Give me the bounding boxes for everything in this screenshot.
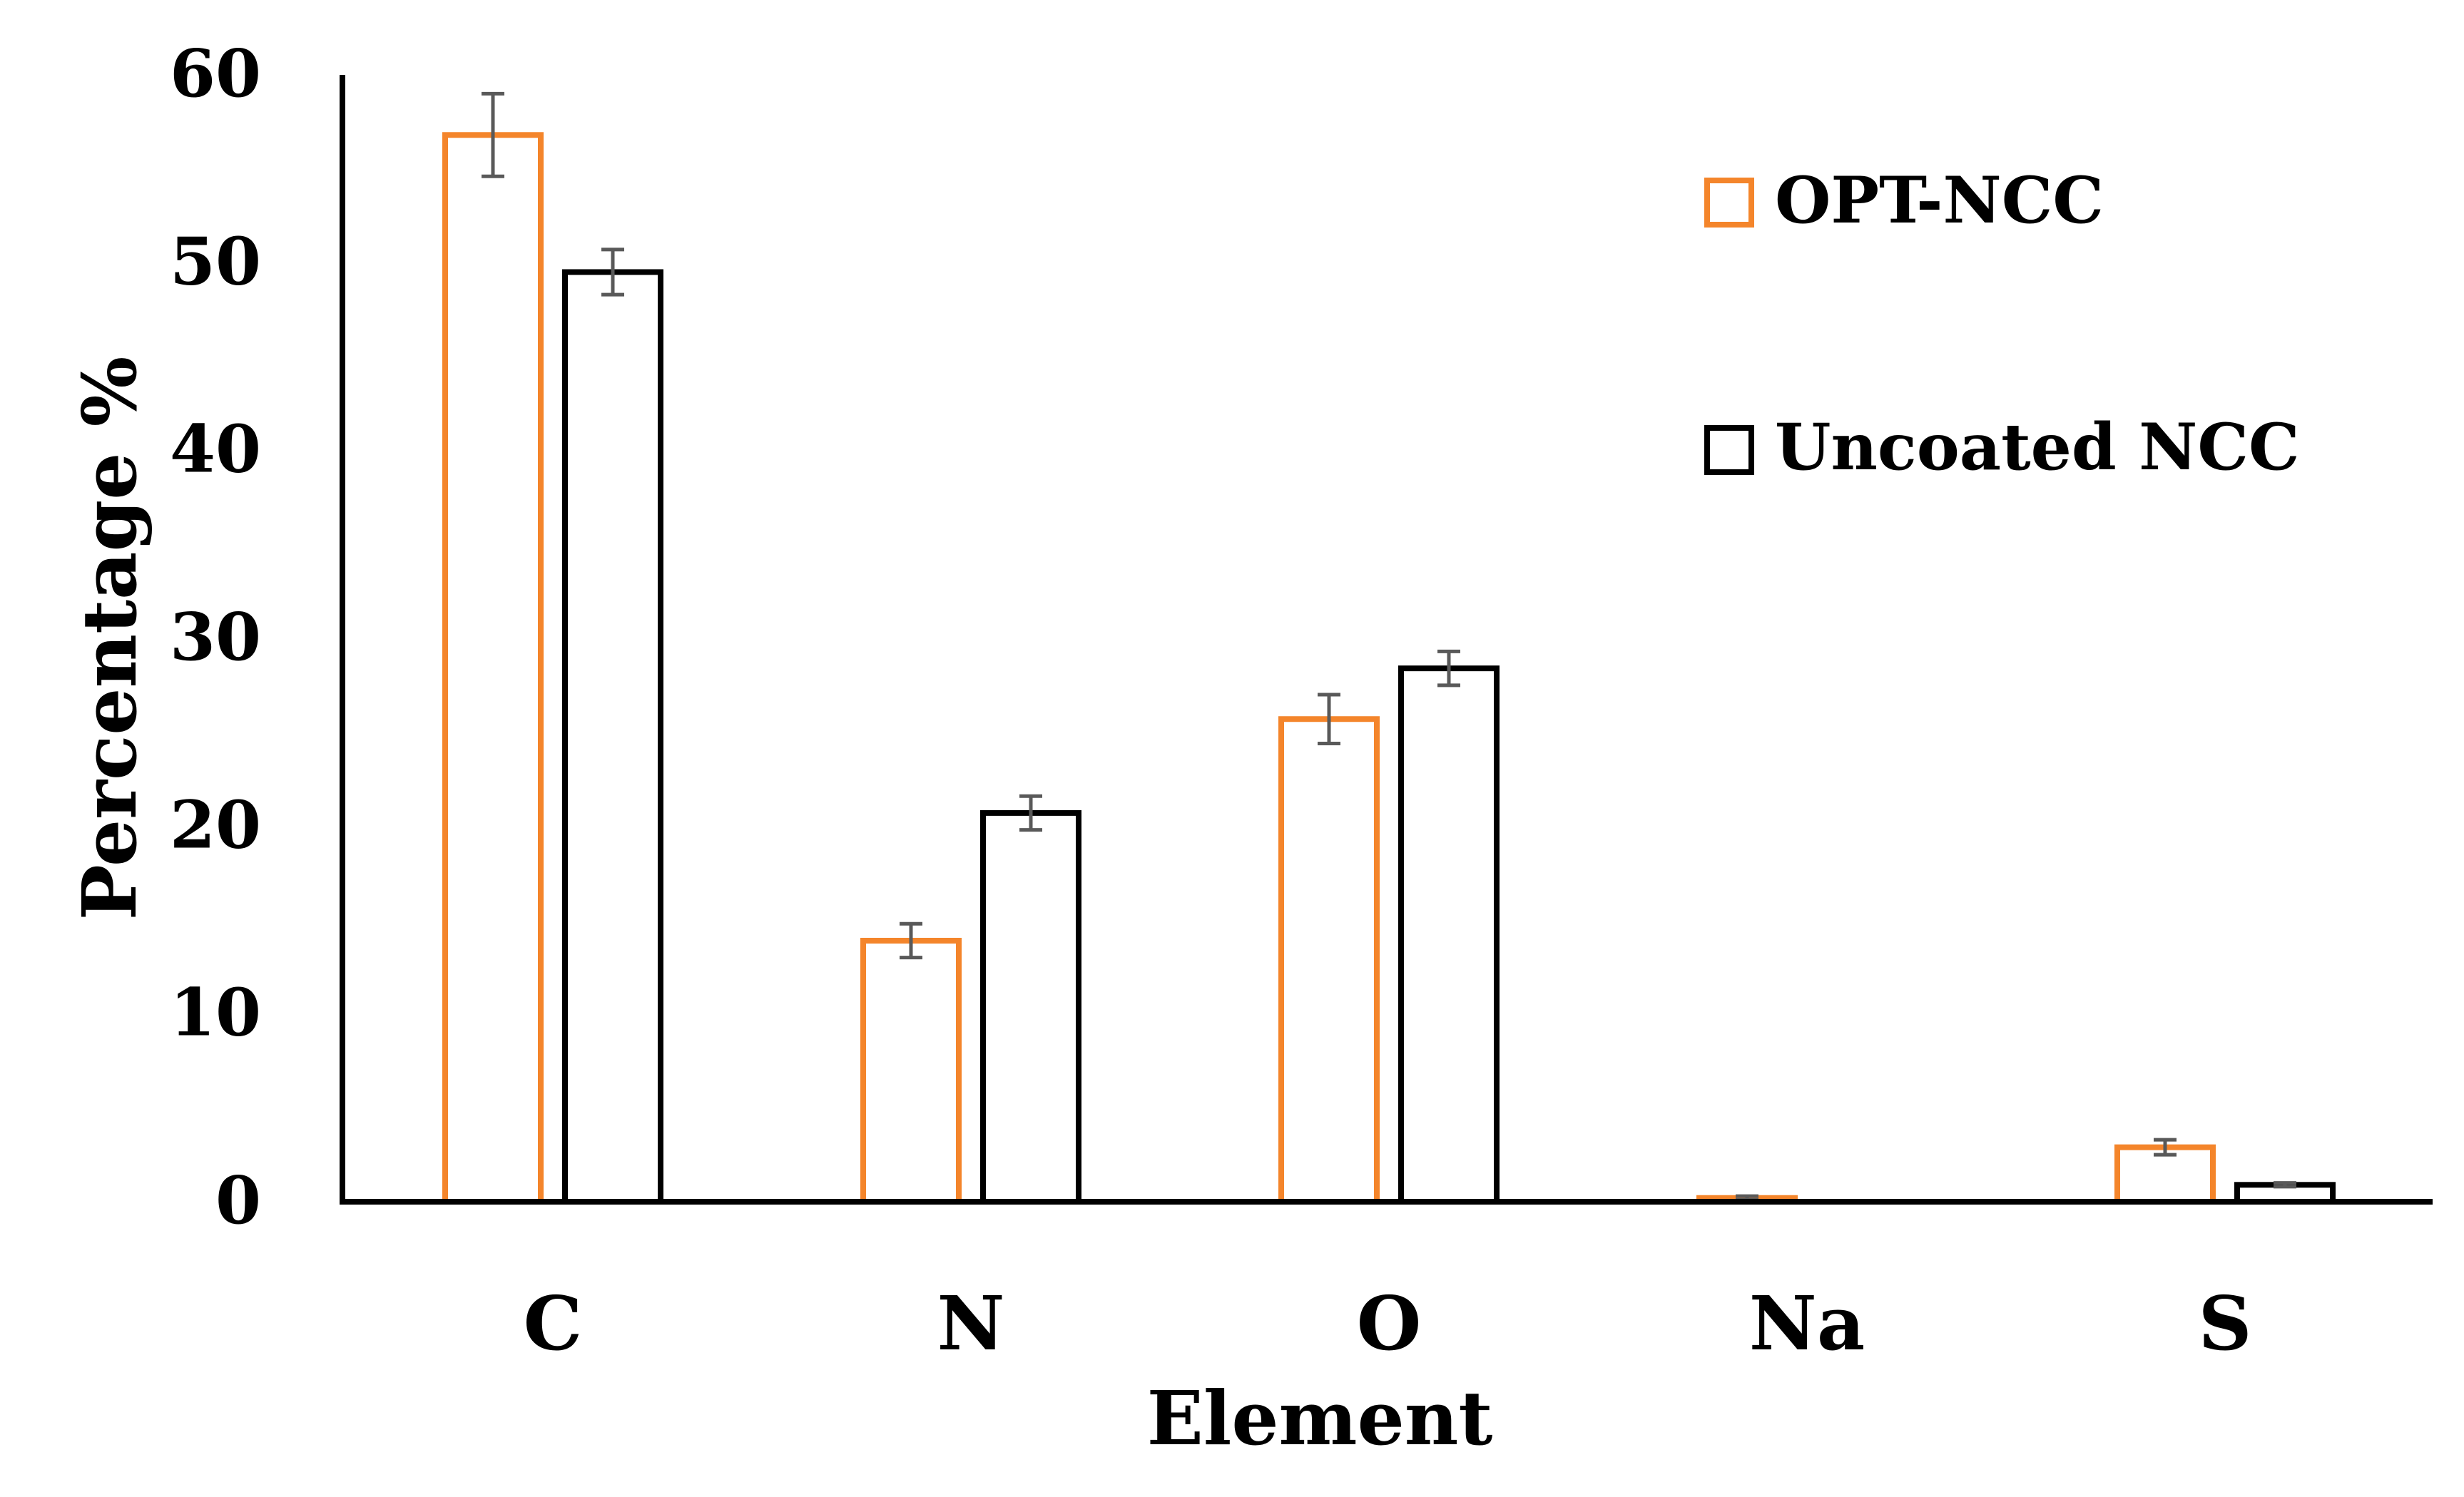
y-tick-label-10: 10 bbox=[170, 974, 261, 1051]
error-bar-uncoated-ncc-o bbox=[1437, 649, 1460, 688]
bar-uncoated-ncc-c bbox=[562, 269, 663, 1205]
x-axis-title: Element bbox=[1147, 1374, 1493, 1462]
legend-swatch-opt-ncc bbox=[1704, 178, 1754, 228]
error-bar-uncoated-ncc-s bbox=[2274, 1181, 2296, 1189]
error-bar-opt-ncc-n bbox=[900, 921, 922, 960]
bars-group bbox=[442, 132, 2336, 1205]
bar-uncoated-ncc-n bbox=[980, 809, 1081, 1205]
y-tick-label-50: 50 bbox=[170, 223, 261, 300]
legend-label-uncoated-ncc: Uncoated NCC bbox=[1775, 409, 2300, 485]
y-tick-labels: 0 10 20 30 40 50 60 bbox=[170, 35, 261, 1239]
legend: OPT-NCC Uncoated NCC bbox=[1704, 163, 2300, 485]
error-bar-opt-ncc-c bbox=[482, 91, 504, 178]
y-axis-title: Percentage % bbox=[66, 357, 153, 921]
legend-swatch-uncoated-ncc bbox=[1704, 425, 1754, 475]
bar-opt-ncc-n bbox=[860, 937, 962, 1205]
error-bar-uncoated-ncc-n bbox=[1019, 794, 1042, 832]
error-bar-uncoated-ncc-c bbox=[601, 247, 624, 297]
y-tick-label-0: 0 bbox=[215, 1162, 261, 1239]
legend-label-opt-ncc: OPT-NCC bbox=[1775, 163, 2104, 238]
error-bars-group bbox=[482, 91, 2296, 1202]
error-bar-opt-ncc-s bbox=[2154, 1138, 2177, 1157]
y-tick-label-60: 60 bbox=[170, 35, 261, 112]
x-category-label-n: N bbox=[937, 1279, 1004, 1367]
x-category-label-c: C bbox=[524, 1279, 583, 1367]
bar-uncoated-ncc-o bbox=[1398, 665, 1500, 1205]
y-tick-label-40: 40 bbox=[170, 411, 261, 488]
x-category-labels: C N O Na S bbox=[524, 1279, 2252, 1367]
bar-opt-ncc-c bbox=[442, 132, 544, 1205]
y-tick-label-20: 20 bbox=[170, 786, 261, 863]
error-bar-opt-ncc-o bbox=[1318, 693, 1340, 745]
x-category-label-s: S bbox=[2198, 1279, 2251, 1367]
x-category-label-o: O bbox=[1357, 1279, 1422, 1367]
y-tick-label-30: 30 bbox=[170, 598, 261, 675]
bar-opt-ncc-o bbox=[1278, 716, 1380, 1205]
x-category-label-na: Na bbox=[1749, 1279, 1865, 1367]
